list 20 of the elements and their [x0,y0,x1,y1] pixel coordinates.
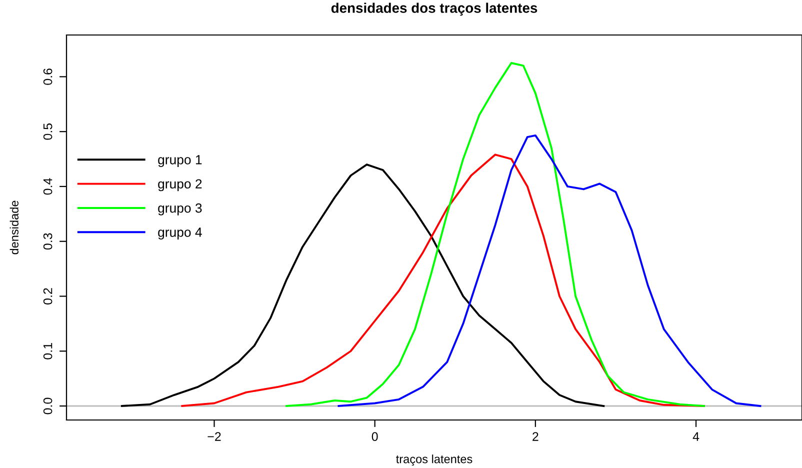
x-axis-title: traços latentes [396,454,472,466]
y-tick-label: 0.2 [43,288,52,304]
y-tick-label: 0.4 [43,178,52,195]
line-series [286,62,706,407]
x-tick-label: 2 [532,432,538,441]
y-axis-title: densidade [10,200,18,254]
y-tick-label: 0.6 [43,68,52,85]
legend-label: grupo 2 [158,179,202,192]
y-tick-label: 0.0 [43,398,52,414]
y-tick-label: 0.5 [43,123,52,140]
legend-label: grupo 1 [158,155,202,167]
legend-label: grupo 3 [158,203,202,216]
x-tick-label: 0 [372,432,378,441]
y-tick-label: 0.1 [43,343,52,360]
chart-title: densidades dos traços latentes [331,2,538,16]
x-tick-label: −2 [208,432,221,441]
legend-label: grupo 4 [158,228,202,240]
line-series [338,134,762,407]
x-tick-label: 4 [692,432,700,441]
y-tick-label: 0.3 [43,233,52,250]
